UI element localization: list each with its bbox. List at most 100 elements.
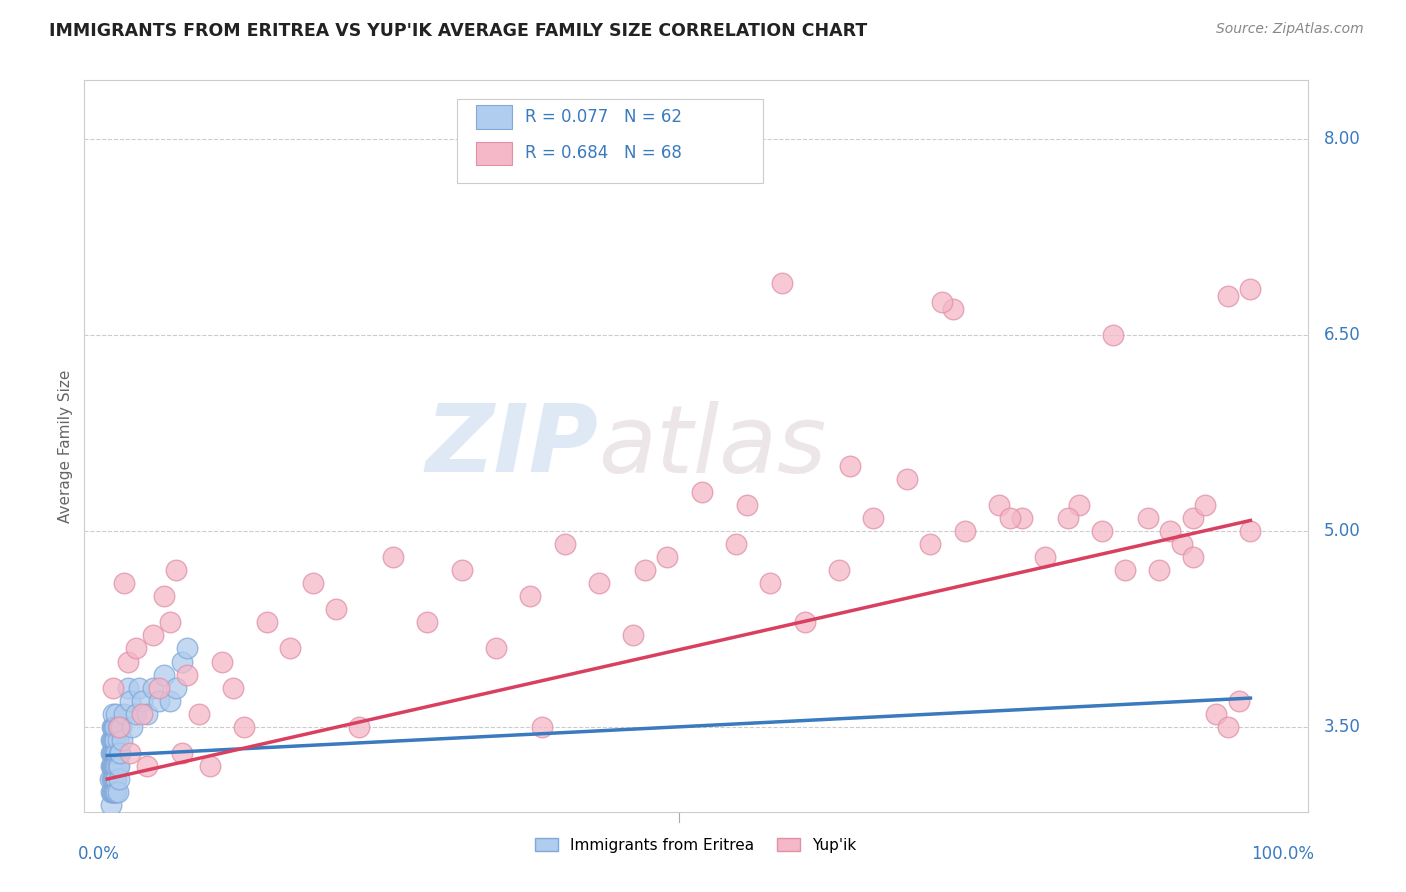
Point <box>987 498 1010 512</box>
Point <box>1033 549 1056 564</box>
Point <box>828 563 851 577</box>
Point <box>1091 524 1114 538</box>
Point <box>103 720 125 734</box>
Point <box>1147 563 1170 577</box>
Point <box>256 615 278 630</box>
Point <box>1227 694 1250 708</box>
Point <box>103 772 125 786</box>
Point <box>165 681 187 695</box>
Point <box>131 706 153 721</box>
Point <box>101 681 124 695</box>
Point <box>416 615 439 630</box>
Point <box>100 732 122 747</box>
Point <box>724 537 747 551</box>
Point <box>105 746 128 760</box>
Point <box>770 276 793 290</box>
Point <box>1239 524 1261 538</box>
Point <box>105 785 128 799</box>
Point <box>104 785 127 799</box>
Point <box>1102 328 1125 343</box>
Point <box>862 511 884 525</box>
Point <box>1182 549 1205 564</box>
Point <box>148 694 170 708</box>
Text: atlas: atlas <box>598 401 827 491</box>
Bar <box>475 105 513 128</box>
Point <box>176 667 198 681</box>
Point <box>793 615 815 630</box>
Point <box>104 772 127 786</box>
Point <box>1182 511 1205 525</box>
Point <box>690 484 713 499</box>
Point <box>530 720 553 734</box>
Point <box>103 746 125 760</box>
Point <box>896 472 918 486</box>
Text: 6.50: 6.50 <box>1323 326 1360 344</box>
Point <box>101 720 124 734</box>
Point <box>1194 498 1216 512</box>
Point <box>107 785 129 799</box>
Point <box>101 759 124 773</box>
Point <box>105 706 128 721</box>
Point <box>117 655 139 669</box>
Point <box>101 732 124 747</box>
Point <box>633 563 655 577</box>
Point <box>325 602 347 616</box>
Point <box>136 706 159 721</box>
Point <box>657 549 679 564</box>
Point <box>1056 511 1078 525</box>
Point <box>120 694 142 708</box>
Point <box>382 549 405 564</box>
Y-axis label: Average Family Size: Average Family Size <box>58 369 73 523</box>
Point <box>1171 537 1194 551</box>
Point <box>112 706 135 721</box>
Point <box>104 746 127 760</box>
Point <box>101 785 124 799</box>
Point <box>107 746 129 760</box>
Point <box>198 759 221 773</box>
Point <box>485 641 508 656</box>
Point <box>101 759 124 773</box>
Point <box>931 295 953 310</box>
Point <box>101 759 124 773</box>
Point <box>100 746 122 760</box>
Point <box>98 772 121 786</box>
Point <box>103 759 125 773</box>
Point <box>142 628 165 642</box>
Point <box>170 655 193 669</box>
Point <box>107 759 129 773</box>
Text: 3.50: 3.50 <box>1323 718 1361 736</box>
Point <box>104 720 127 734</box>
Text: 0.0%: 0.0% <box>79 845 120 863</box>
Point <box>170 746 193 760</box>
Point <box>176 641 198 656</box>
Point <box>1114 563 1136 577</box>
Point <box>101 732 124 747</box>
Point <box>187 706 209 721</box>
Point <box>121 720 143 734</box>
Point <box>101 785 124 799</box>
Point <box>233 720 256 734</box>
Point <box>142 681 165 695</box>
Bar <box>475 142 513 165</box>
Point <box>101 746 124 760</box>
Point <box>110 720 132 734</box>
Text: Source: ZipAtlas.com: Source: ZipAtlas.com <box>1216 22 1364 37</box>
Text: R = 0.077   N = 62: R = 0.077 N = 62 <box>524 108 682 126</box>
Point <box>1000 511 1022 525</box>
Point <box>211 655 233 669</box>
Point <box>621 628 644 642</box>
Point <box>104 732 127 747</box>
Point <box>104 759 127 773</box>
Point <box>165 563 187 577</box>
Point <box>347 720 370 734</box>
Text: IMMIGRANTS FROM ERITREA VS YUP'IK AVERAGE FAMILY SIZE CORRELATION CHART: IMMIGRANTS FROM ERITREA VS YUP'IK AVERAG… <box>49 22 868 40</box>
Point <box>101 746 124 760</box>
Point <box>108 746 131 760</box>
Point <box>107 759 129 773</box>
Text: R = 0.684   N = 68: R = 0.684 N = 68 <box>524 145 682 162</box>
Point <box>1159 524 1181 538</box>
Text: 5.00: 5.00 <box>1323 522 1360 540</box>
Point <box>1239 282 1261 296</box>
Point <box>128 681 150 695</box>
Point <box>103 732 125 747</box>
